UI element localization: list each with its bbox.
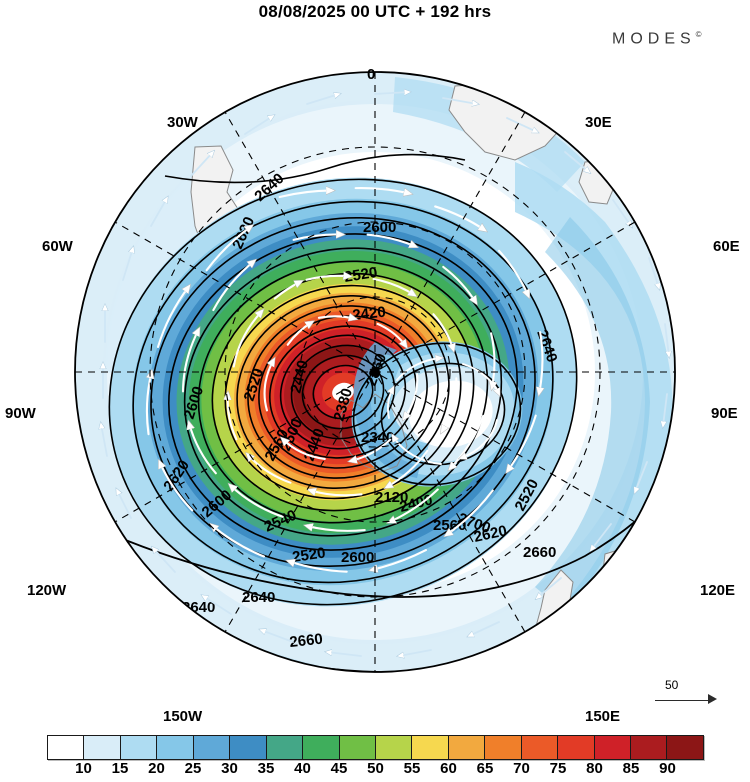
contour-label-2660-right: 2660 (523, 544, 556, 561)
colorbar-cell-8[interactable] (339, 736, 376, 759)
colorbar-cell-12[interactable] (485, 736, 522, 759)
contour-label-2600-bottom: 2600 (341, 549, 374, 566)
colorbar-tick-55: 55 (403, 760, 421, 777)
colorbar-cell-6[interactable] (266, 736, 304, 759)
colorbar-tick-45: 45 (330, 760, 348, 777)
contour-label-2420-top: 2420 (352, 304, 387, 324)
colorbar-cell-11[interactable] (448, 736, 486, 759)
colorbar-tick-80: 80 (586, 760, 603, 777)
colorbar-cell-3[interactable] (157, 736, 194, 759)
contour-label-2660-bottom: 2660 (289, 631, 324, 651)
colorbar-tick-15: 15 (111, 760, 129, 777)
lon-label-90W: 90W (5, 405, 36, 422)
contour-label-2340: 2340 (361, 429, 394, 446)
south-pole-dot (370, 367, 380, 377)
vector-scale-shaft (655, 700, 713, 701)
colorbar-cell-2[interactable] (120, 736, 158, 759)
colorbar-cell-1[interactable] (84, 736, 121, 759)
lon-label-30W: 30W (167, 114, 198, 131)
contour-label-2120: 2120 (375, 489, 408, 506)
lon-label-30E: 30E (585, 114, 612, 131)
vector-scale-arrow-icon (708, 694, 717, 704)
lon-label-150E: 150E (585, 708, 621, 725)
contour-label-2620-bottom: 2620 (472, 522, 508, 546)
lon-label-60W: 60W (42, 238, 73, 255)
contour-label-2600-top: 2600 (363, 219, 396, 236)
lon-label-150W: 150W (163, 708, 203, 725)
colorbar-tick-65: 65 (476, 760, 494, 777)
colorbar-cell-9[interactable] (375, 736, 413, 759)
colorbar-tick-50: 50 (367, 760, 384, 777)
contour-label-2640-sw2: 2640 (242, 589, 275, 606)
page-title: 08/08/2025 00 UTC + 192 hrs (258, 2, 492, 21)
colorbar-cell-13[interactable] (521, 736, 559, 759)
brand-text: MODES (612, 30, 696, 48)
colorbar[interactable] (47, 735, 704, 760)
colorbar-tick-60: 60 (440, 760, 457, 777)
colorbar-cell-7[interactable] (303, 736, 340, 759)
lon-label-90E: 90E (711, 405, 738, 422)
colorbar-cell-4[interactable] (193, 736, 231, 759)
lon-label-0: 0 (367, 66, 376, 83)
polar-stereographic-map[interactable]: 2640 2600 2520 2420 2620 2600 2520 2440 … (5, 42, 740, 765)
colorbar-cell-16[interactable] (631, 736, 668, 759)
colorbar-tick-40: 40 (294, 760, 311, 777)
colorbar-tick-85: 85 (622, 760, 640, 777)
colorbar-tick-30: 30 (221, 760, 238, 777)
wind-vector-scale-key: 50 (655, 678, 730, 712)
contour-label-2560-bottom: 2560 (433, 517, 466, 534)
colorbar-tick-25: 25 (184, 760, 202, 777)
modes-logo: MODES© (612, 30, 702, 48)
colorbar-tick-35: 35 (257, 760, 275, 777)
contour-label-2520-top: 2520 (343, 264, 379, 286)
contour-value-labels: 2640 2600 2520 2420 2620 2600 2520 2440 … (160, 170, 560, 651)
colorbar-tick-labels: 10 15 20 25 30 35 40 45 50 55 60 65 70 75 80 85 90 (47, 760, 704, 780)
lon-label-120W: 120W (27, 582, 67, 599)
colorbar-cell-14[interactable] (558, 736, 595, 759)
wind-vectors (91, 92, 669, 672)
colorbar-tick-90: 90 (659, 760, 676, 777)
contour-label-2520-bottom: 2520 (291, 544, 326, 565)
colorbar-tick-75: 75 (549, 760, 567, 777)
lon-label-60E: 60E (713, 238, 740, 255)
colorbar-cell-10[interactable] (412, 736, 449, 759)
map-boundary-circle (74, 71, 676, 673)
colorbar-tick-70: 70 (513, 760, 530, 777)
colorbar-cell-17[interactable] (667, 736, 703, 759)
colorbar-cell-5[interactable] (230, 736, 267, 759)
colorbar-tick-10: 10 (75, 760, 92, 777)
copyright-mark: © (695, 30, 702, 39)
colorbar-cell-0[interactable] (48, 736, 85, 759)
vector-scale-value: 50 (665, 678, 679, 692)
colorbar-cell-15[interactable] (594, 736, 631, 759)
lon-label-120E: 120E (700, 582, 736, 599)
map-canvas: 2640 2600 2520 2420 2620 2600 2520 2440 … (74, 71, 676, 673)
colorbar-tick-20: 20 (148, 760, 165, 777)
